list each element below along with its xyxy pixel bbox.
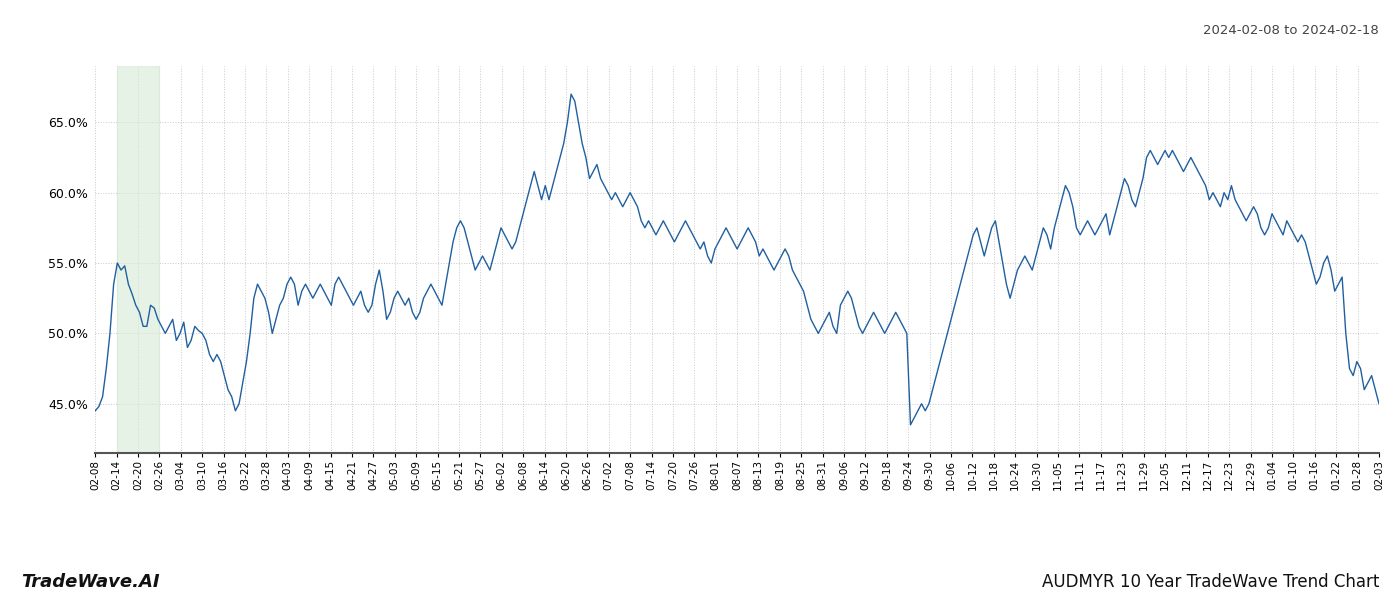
Text: TradeWave.AI: TradeWave.AI [21, 573, 160, 591]
Text: AUDMYR 10 Year TradeWave Trend Chart: AUDMYR 10 Year TradeWave Trend Chart [1042, 573, 1379, 591]
Bar [116, 66, 160, 453]
Text: 2024-02-08 to 2024-02-18: 2024-02-08 to 2024-02-18 [1203, 24, 1379, 37]
